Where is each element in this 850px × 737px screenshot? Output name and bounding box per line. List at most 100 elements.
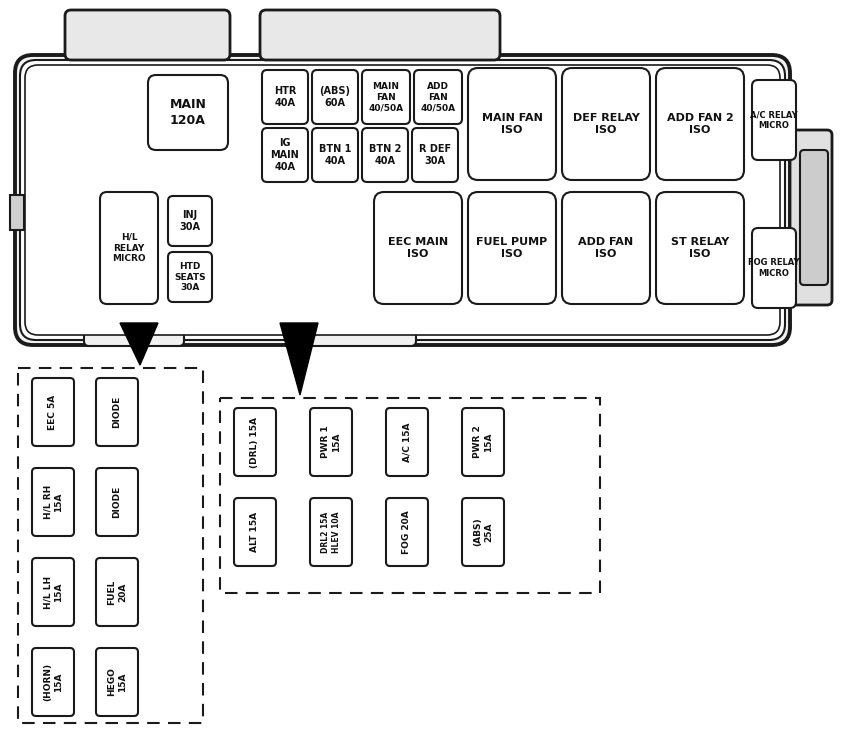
FancyBboxPatch shape (656, 68, 744, 180)
FancyBboxPatch shape (310, 498, 352, 566)
Bar (56, 292, 78, 330)
Text: INJ
30A: INJ 30A (179, 210, 201, 232)
Text: IG
MAIN
40A: IG MAIN 40A (270, 138, 299, 172)
Text: ADD
FAN
40/50A: ADD FAN 40/50A (421, 82, 456, 112)
Bar (56, 248, 78, 286)
FancyBboxPatch shape (100, 192, 158, 304)
FancyBboxPatch shape (25, 65, 780, 335)
FancyBboxPatch shape (65, 10, 230, 60)
Text: BTN 1
40A: BTN 1 40A (319, 144, 351, 166)
Text: A/C 15A: A/C 15A (403, 422, 411, 462)
FancyBboxPatch shape (32, 468, 74, 536)
Text: ADD FAN 2
ISO: ADD FAN 2 ISO (666, 113, 734, 135)
FancyBboxPatch shape (96, 558, 138, 626)
FancyBboxPatch shape (468, 192, 556, 304)
FancyBboxPatch shape (20, 60, 785, 340)
Text: FUEL PUMP
ISO: FUEL PUMP ISO (476, 237, 547, 259)
Text: EEC 5A: EEC 5A (48, 394, 58, 430)
FancyBboxPatch shape (96, 468, 138, 536)
Text: ADD FAN
ISO: ADD FAN ISO (579, 237, 633, 259)
FancyBboxPatch shape (310, 408, 352, 476)
Text: MAIN
FAN
40/50A: MAIN FAN 40/50A (368, 82, 404, 112)
FancyBboxPatch shape (374, 192, 462, 304)
Text: A/C RELAY
MICRO: A/C RELAY MICRO (751, 110, 798, 130)
Bar (28, 248, 50, 286)
Text: PWR 2
15A: PWR 2 15A (473, 426, 493, 458)
Bar (10, 195, 24, 230)
FancyBboxPatch shape (462, 408, 504, 476)
FancyBboxPatch shape (32, 378, 74, 446)
FancyBboxPatch shape (84, 324, 184, 346)
FancyBboxPatch shape (168, 252, 212, 302)
Bar (28, 72, 50, 110)
Text: HTD
SEATS
30A: HTD SEATS 30A (174, 262, 206, 293)
FancyBboxPatch shape (96, 648, 138, 716)
Bar (28, 116, 50, 154)
FancyBboxPatch shape (260, 10, 500, 60)
FancyBboxPatch shape (148, 75, 228, 150)
FancyBboxPatch shape (562, 192, 650, 304)
FancyBboxPatch shape (234, 408, 276, 476)
FancyBboxPatch shape (362, 128, 408, 182)
FancyBboxPatch shape (96, 378, 138, 446)
Text: HEGO
15A: HEGO 15A (107, 668, 127, 696)
FancyBboxPatch shape (262, 70, 308, 124)
FancyBboxPatch shape (262, 128, 308, 182)
Text: R DEF
30A: R DEF 30A (419, 144, 451, 166)
Bar (56, 160, 78, 198)
Text: (HORN)
15A: (HORN) 15A (43, 663, 63, 701)
FancyBboxPatch shape (752, 228, 796, 308)
Text: ALT 15A: ALT 15A (251, 512, 259, 552)
FancyBboxPatch shape (312, 70, 358, 124)
FancyBboxPatch shape (386, 408, 428, 476)
Text: (DRL) 15A: (DRL) 15A (251, 416, 259, 467)
Polygon shape (280, 323, 318, 395)
Bar (28, 160, 50, 198)
FancyBboxPatch shape (462, 498, 504, 566)
FancyBboxPatch shape (312, 128, 358, 182)
FancyBboxPatch shape (752, 80, 796, 160)
Bar (56, 72, 78, 110)
FancyBboxPatch shape (15, 55, 790, 345)
Text: H/L
RELAY
MICRO: H/L RELAY MICRO (112, 233, 146, 263)
Bar (28, 204, 50, 242)
FancyBboxPatch shape (362, 70, 410, 124)
Bar (56, 116, 78, 154)
FancyBboxPatch shape (790, 130, 832, 305)
FancyBboxPatch shape (168, 196, 212, 246)
Text: DEF RELAY
ISO: DEF RELAY ISO (573, 113, 639, 135)
Text: EEC MAIN
ISO: EEC MAIN ISO (388, 237, 448, 259)
FancyBboxPatch shape (414, 70, 462, 124)
FancyBboxPatch shape (32, 558, 74, 626)
FancyBboxPatch shape (32, 648, 74, 716)
FancyBboxPatch shape (386, 498, 428, 566)
Text: FUEL
20A: FUEL 20A (107, 579, 127, 604)
FancyBboxPatch shape (412, 128, 458, 182)
Text: FOG 20A: FOG 20A (403, 510, 411, 554)
Bar (224, 196, 246, 240)
Text: FOG RELAY
MICRO: FOG RELAY MICRO (748, 258, 800, 278)
Text: ST RELAY
ISO: ST RELAY ISO (671, 237, 729, 259)
Text: MAIN FAN
ISO: MAIN FAN ISO (482, 113, 542, 135)
Text: DIODE: DIODE (112, 486, 122, 518)
FancyBboxPatch shape (656, 192, 744, 304)
Text: BTN 2
40A: BTN 2 40A (369, 144, 401, 166)
Bar (220, 398, 600, 593)
Text: H/L LH
15A: H/L LH 15A (43, 576, 63, 609)
FancyBboxPatch shape (234, 498, 276, 566)
Text: DRL2 15A
HLEV 10A: DRL2 15A HLEV 10A (321, 511, 341, 553)
Bar (28, 292, 50, 330)
FancyBboxPatch shape (800, 150, 828, 285)
Polygon shape (120, 323, 158, 365)
Bar (252, 196, 274, 240)
Bar (56, 204, 78, 242)
Text: HTR
40A: HTR 40A (274, 86, 296, 108)
Bar (252, 252, 274, 296)
FancyBboxPatch shape (296, 324, 416, 346)
Text: DIODE: DIODE (112, 396, 122, 428)
Bar (18, 368, 203, 723)
Text: PWR 1
15A: PWR 1 15A (321, 426, 341, 458)
Text: (ABS)
25A: (ABS) 25A (473, 517, 493, 546)
Text: (ABS)
60A: (ABS) 60A (320, 86, 350, 108)
Bar (224, 252, 246, 296)
